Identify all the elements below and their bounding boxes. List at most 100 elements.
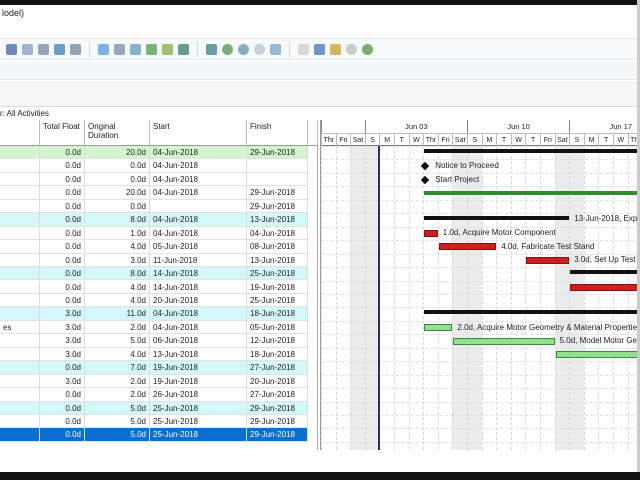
cell-finish: 18-Jun-2018 [247, 347, 308, 361]
grid-line [321, 320, 638, 322]
schedule-icon[interactable] [130, 43, 141, 55]
baseline-icon[interactable] [206, 43, 217, 55]
hash-icon[interactable] [98, 43, 109, 55]
normal-bar[interactable] [453, 337, 555, 345]
zoom-out-icon[interactable] [238, 43, 249, 55]
cell-start: 14-Jun-2018 [150, 267, 247, 281]
cell-finish: 08-Jun-2018 [247, 240, 308, 254]
grid-line [321, 199, 638, 201]
progress-icon[interactable] [162, 43, 173, 55]
summary-bar[interactable] [424, 310, 638, 315]
grid-line [321, 415, 638, 416]
table-row[interactable]: 0.0d 0.0d 04-Jun-2018 [0, 172, 308, 187]
table-row[interactable]: 0.0d 5.0d 25-Jun-2018 29-Jun-2018 [0, 401, 308, 415]
col-header-name[interactable] [0, 120, 40, 146]
zoom-in-icon[interactable] [222, 43, 233, 55]
help-icon[interactable] [346, 43, 357, 55]
cell-finish: 25-Jun-2018 [247, 267, 308, 281]
grid-line [321, 213, 638, 215]
table-row[interactable]: 0.0d 3.0d 11-Jun-2018 13-Jun-2018 [0, 253, 308, 268]
table-row[interactable]: 0.0d 8.0d 14-Jun-2018 25-Jun-2018 [0, 267, 308, 281]
summary-bar[interactable] [570, 269, 638, 274]
table-row[interactable]: 0.0d 5.0d 25-Jun-2018 29-Jun-2018 [0, 415, 308, 429]
cell-dur: 2.0d [85, 374, 150, 388]
group-icon[interactable] [70, 43, 81, 55]
table-row[interactable]: 0.0d 4.0d 14-Jun-2018 19-Jun-2018 [0, 280, 308, 294]
col-header-start[interactable]: Start [150, 120, 247, 146]
grid-line [321, 267, 638, 269]
zoom-fit-icon[interactable] [254, 43, 265, 55]
cell-finish: 27-Jun-2018 [247, 361, 308, 375]
cell-float: 0.0d [40, 146, 85, 159]
table-row[interactable]: 3.0d 2.0d 19-Jun-2018 20-Jun-2018 [0, 374, 308, 389]
cell-start: 19-Jun-2018 [150, 361, 247, 375]
normal-bar[interactable] [555, 350, 638, 358]
cell-name [0, 199, 40, 213]
cell-dur: 5.0d [85, 428, 150, 442]
cell-dur: 5.0d [85, 401, 150, 415]
critical-bar[interactable] [526, 256, 570, 264]
bar-label: 13-Jun-2018, Experimental Test S [574, 213, 638, 223]
table-row[interactable]: 0.0d 20.0d 04-Jun-2018 29-Jun-2018 [0, 186, 308, 200]
globe-icon[interactable] [362, 43, 373, 55]
col-header-finish[interactable]: Finish [247, 120, 308, 146]
table-row[interactable]: 0.0d 2.0d 26-Jun-2018 27-Jun-2018 [0, 388, 308, 402]
cell-start: 04-Jun-2018 [150, 213, 247, 227]
cell-float: 0.0d [40, 226, 85, 240]
level-bar[interactable] [424, 191, 638, 196]
cell-dur: 2.0d [85, 320, 150, 334]
diamond-icon[interactable] [298, 43, 309, 55]
table-row[interactable]: 0.0d 0.0d 29-Jun-2018 [0, 199, 308, 214]
bar-label: 2.0d, Acquire Motor Geometry & Material … [457, 322, 638, 332]
table-row[interactable]: 0.0d 20.0d 04-Jun-2018 29-Jun-2018 [0, 146, 308, 160]
day-column [569, 146, 584, 450]
table-row[interactable]: 3.0d 4.0d 13-Jun-2018 18-Jun-2018 [0, 347, 308, 362]
cell-finish: 29-Jun-2018 [247, 428, 308, 442]
table-icon[interactable] [114, 43, 125, 55]
grid-line [321, 388, 638, 390]
toolbar-band [0, 62, 640, 80]
split-icon[interactable] [178, 43, 189, 55]
collapse-icon[interactable] [270, 43, 281, 55]
data-date-line[interactable] [378, 146, 381, 450]
table-row[interactable]: 3.0d 5.0d 06-Jun-2018 12-Jun-2018 [0, 334, 308, 348]
bars-icon[interactable] [6, 43, 17, 55]
summary-bar[interactable] [424, 148, 638, 153]
cell-start: 14-Jun-2018 [150, 280, 247, 294]
gantt-chart[interactable]: ThrFriSatSMTWThrFriSatSMTWTFriSatSMTWThr… [320, 120, 638, 450]
col-header-total-float[interactable]: Total Float [40, 120, 85, 146]
grid-line [321, 159, 638, 161]
day-column [583, 146, 599, 450]
cell-name [0, 159, 40, 173]
summary-bar[interactable] [424, 215, 570, 220]
cell-finish: 04-Jun-2018 [247, 226, 308, 240]
grid-line [321, 361, 638, 363]
cell-dur: 4.0d [85, 293, 150, 307]
col-header-original-duration[interactable]: Original Duration [85, 120, 150, 146]
table-row[interactable]: 0.0d 8.0d 04-Jun-2018 13-Jun-2018 [0, 213, 308, 227]
table-row[interactable]: 0.0d 0.0d 04-Jun-2018 [0, 159, 308, 173]
table-row[interactable]: es 3.0d 2.0d 04-Jun-2018 05-Jun-2018 [0, 320, 308, 335]
level-icon[interactable] [146, 43, 157, 55]
cell-start: 25-Jun-2018 [150, 415, 247, 428]
cell-dur: 5.0d [85, 415, 150, 428]
table-row[interactable]: 3.0d 11.0d 04-Jun-2018 18-Jun-2018 [0, 307, 308, 321]
table-row[interactable]: 0.0d 4.0d 20-Jun-2018 25-Jun-2018 [0, 293, 308, 308]
comment-icon[interactable] [330, 43, 341, 55]
normal-bar[interactable] [424, 324, 453, 332]
columns-icon[interactable] [22, 43, 33, 55]
critical-bar[interactable] [424, 229, 438, 237]
table-row[interactable]: 0.0d 7.0d 19-Jun-2018 27-Jun-2018 [0, 361, 308, 375]
timescale-day: S [364, 133, 380, 146]
critical-bar[interactable] [438, 243, 497, 251]
table-row[interactable]: 0.0d 4.0d 05-Jun-2018 08-Jun-2018 [0, 240, 308, 254]
table-row[interactable]: 0.0d 5.0d 25-Jun-2018 29-Jun-2018 [0, 428, 308, 442]
table-row[interactable]: 0.0d 1.0d 04-Jun-2018 04-Jun-2018 [0, 226, 308, 241]
cell-name [0, 213, 40, 227]
cell-finish: 13-Jun-2018 [247, 213, 308, 227]
layout-icon[interactable] [38, 43, 49, 55]
critical-bar[interactable] [570, 283, 638, 291]
day-column [540, 146, 555, 450]
panes-icon[interactable] [314, 43, 325, 55]
filter-icon[interactable] [54, 43, 65, 55]
